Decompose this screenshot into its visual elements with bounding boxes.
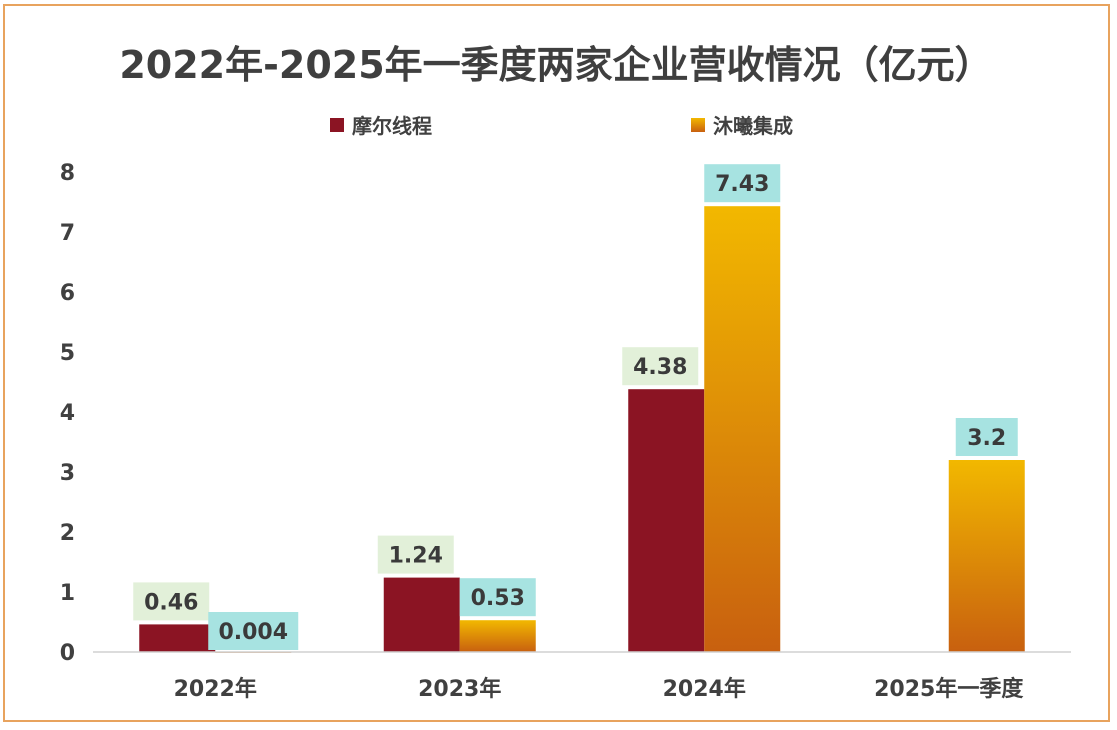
chart-title: 2022年-2025年一季度两家企业营收情况（亿元） [119, 43, 992, 87]
y-tick-label: 6 [60, 281, 75, 306]
legend-swatch-moore-threads [330, 118, 344, 132]
y-tick-label: 1 [60, 581, 75, 606]
data-label-moore-threads: 1.24 [389, 544, 443, 569]
x-tick-label: 2024年 [663, 676, 746, 702]
data-label-metax-bg [955, 418, 1018, 456]
y-axis: 0 1 2 3 4 5 6 7 8 [60, 161, 75, 666]
data-label-metax: 3.2 [967, 426, 1006, 451]
y-tick-label: 3 [60, 461, 75, 486]
data-label-metax-bg [704, 164, 781, 203]
bar-moore-threads [383, 577, 460, 652]
bar-moore-threads [139, 624, 216, 652]
bar-moore-threads [628, 389, 705, 652]
x-tick-label: 2023年 [418, 676, 501, 702]
y-tick-label: 2 [60, 521, 75, 546]
x-tick-label: 2025年一季度 [874, 676, 1024, 702]
bar-metax [459, 620, 536, 652]
data-label-moore-threads-bg [133, 582, 210, 621]
bars [139, 206, 1025, 653]
y-tick-label: 7 [60, 221, 75, 246]
data-label-moore-threads-bg [377, 535, 454, 574]
legend: 摩尔线程 沐曦集成 [330, 114, 793, 138]
y-tick-label: 5 [60, 341, 75, 366]
data-label-metax: 7.43 [715, 172, 769, 197]
legend-label-moore-threads: 摩尔线程 [352, 114, 432, 138]
y-tick-label: 4 [60, 401, 75, 426]
data-label-moore-threads-bg [622, 347, 699, 386]
chart-frame: 2022年-2025年一季度两家企业营收情况（亿元） 摩尔线程 沐曦集成 0 1 2… [3, 4, 1110, 722]
bar-chart: 2022年-2025年一季度两家企业营收情况（亿元） 摩尔线程 沐曦集成 0 1 2… [60, 43, 1071, 702]
bar-metax [704, 206, 781, 652]
x-tick-label: 2022年 [174, 676, 257, 702]
data-label-metax-bg [208, 612, 299, 650]
legend-swatch-metax [691, 118, 705, 132]
x-axis: 2022年 2023年 2024年 2025年一季度 [174, 676, 1025, 702]
legend-label-metax: 沐曦集成 [713, 114, 793, 138]
bar-metax [948, 460, 1025, 652]
data-label-moore-threads: 4.38 [633, 355, 687, 380]
y-tick-label: 0 [60, 641, 75, 666]
data-label-metax: 0.53 [471, 586, 525, 611]
data-labels: 0.46 0.004 1.24 0.53 4.38 7.43 3.2 [133, 164, 1018, 650]
data-label-metax-bg [459, 578, 536, 617]
data-label-metax: 0.004 [218, 620, 288, 645]
y-tick-label: 8 [60, 161, 75, 186]
data-label-moore-threads: 0.46 [144, 590, 198, 615]
